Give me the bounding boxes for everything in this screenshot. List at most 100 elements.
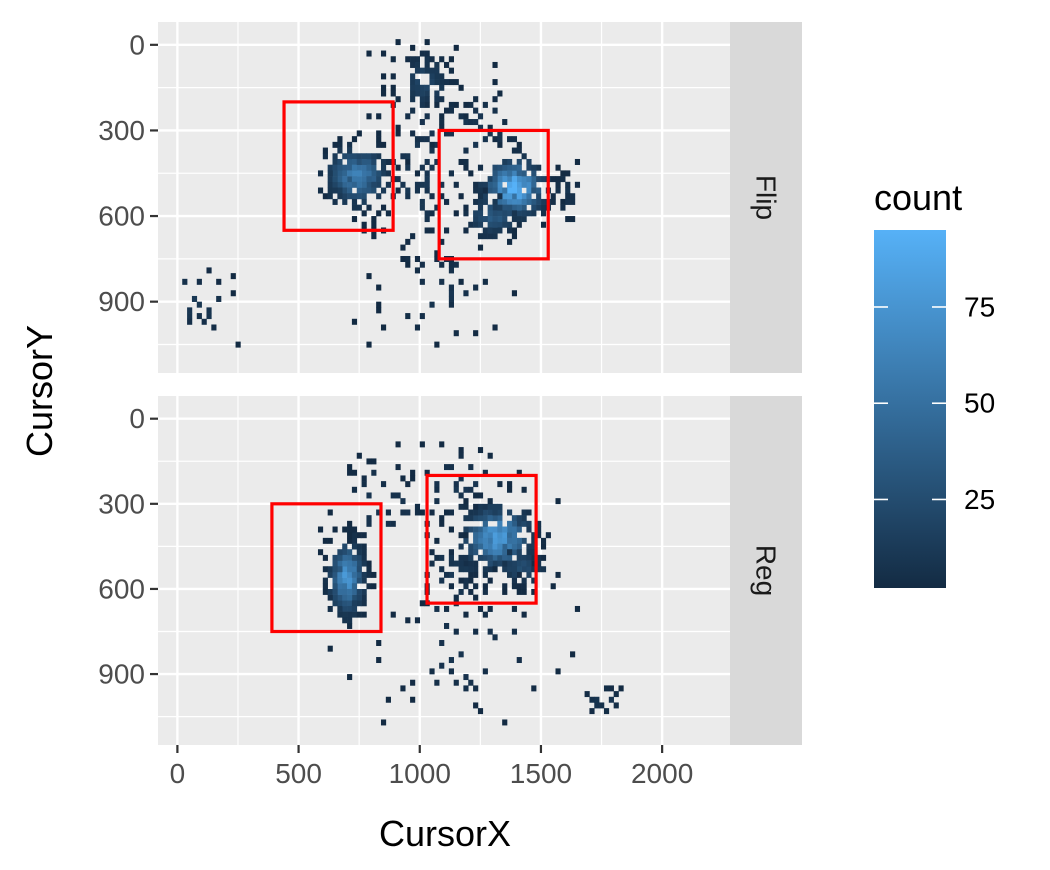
heatmap-cell (448, 290, 454, 297)
heatmap-cell (516, 204, 522, 211)
heatmap-cell (492, 216, 498, 223)
heatmap-cell (492, 233, 498, 240)
heatmap-cell (414, 79, 421, 86)
heatmap-cell (516, 543, 522, 550)
heatmap-cell (337, 170, 343, 177)
heatmap-cell (482, 101, 488, 108)
heatmap-cell (351, 583, 358, 590)
heatmap-cell (434, 61, 440, 68)
heatmap-cell (477, 193, 484, 200)
heatmap-cell (444, 61, 450, 68)
heatmap-cell (555, 164, 561, 171)
heatmap-cell (463, 685, 469, 692)
heatmap-cell (453, 44, 459, 51)
heatmap-cell (521, 611, 527, 618)
heatmap-cell (473, 537, 479, 544)
heatmap-cell (507, 537, 513, 544)
x-axis-title: CursorX (379, 813, 511, 854)
heatmap-cell (351, 571, 358, 578)
heatmap-cell (434, 96, 440, 103)
heatmap-cell (463, 566, 469, 573)
heatmap-cell (390, 492, 396, 499)
heatmap-cell (439, 119, 445, 126)
heatmap-cell (337, 577, 343, 584)
heatmap-cell (497, 136, 503, 143)
heatmap-cell (463, 119, 469, 126)
heatmap-cell (482, 233, 488, 240)
heatmap-cell (400, 244, 406, 251)
heatmap-cell (414, 56, 421, 63)
heatmap-cell (540, 554, 547, 561)
heatmap-cell (351, 176, 358, 183)
heatmap-cell (342, 526, 348, 533)
heatmap-cell (448, 56, 454, 63)
heatmap-cell (516, 147, 522, 154)
heatmap-cell (531, 187, 537, 194)
heatmap-cell (477, 198, 484, 205)
heatmap-cell (356, 594, 362, 601)
heatmap-cell (531, 204, 537, 211)
axes: 0 300 600 900 0 300 600 900 0 500 1000 1500 2000 (98, 29, 693, 789)
heatmap-cell (468, 588, 474, 595)
heatmap-cell (439, 515, 445, 522)
heatmap-cell (497, 537, 503, 544)
heatmap-cell (511, 583, 518, 590)
heatmap-cell (482, 509, 488, 516)
heatmap-cell (516, 141, 522, 148)
heatmap-cell (361, 153, 367, 160)
heatmap-cell (410, 61, 416, 68)
heatmap-cell (453, 679, 459, 686)
heatmap-cell (380, 164, 387, 171)
heatmap-cell (531, 164, 537, 171)
heatmap-cell (540, 543, 547, 550)
heatmap-cell (434, 486, 440, 493)
heatmap-cell (608, 696, 614, 703)
heatmap-cell (468, 170, 474, 177)
heatmap-cell (366, 566, 372, 573)
y-tick-label: 600 (98, 573, 145, 604)
heatmap-cell (337, 176, 343, 183)
heatmap-cell (429, 164, 435, 171)
heatmap-cell (502, 210, 508, 217)
heatmap-cell (487, 130, 493, 137)
heatmap-cell (342, 181, 348, 188)
heatmap-cell (526, 520, 532, 527)
heatmap-cell (521, 216, 527, 223)
heatmap-cell (482, 554, 488, 561)
heatmap-cell (511, 210, 518, 217)
heatmap-cell (424, 158, 430, 165)
heatmap-cell (453, 210, 459, 217)
heatmap-cell (351, 136, 358, 143)
heatmap-cell (502, 560, 508, 567)
heatmap-cell (511, 628, 518, 635)
heatmap-cell (419, 198, 425, 205)
heatmap-cell (526, 526, 532, 533)
heatmap-cell (511, 532, 518, 539)
heatmap-cell (371, 233, 377, 240)
heatmap-cell (371, 571, 377, 578)
heatmap-cell (473, 330, 479, 337)
y-tick-label: 300 (98, 488, 145, 519)
heatmap-cell (482, 278, 488, 285)
heatmap-cell (492, 509, 498, 516)
heatmap-cell (356, 158, 362, 165)
heatmap-cell (463, 583, 469, 590)
heatmap-cell (347, 464, 353, 471)
heatmap-cell (376, 657, 382, 664)
heatmap-cell (342, 588, 348, 595)
heatmap-cell (521, 577, 527, 584)
heatmap-cell (521, 181, 527, 188)
heatmap-cell (434, 554, 440, 561)
heatmap-cell (477, 537, 484, 544)
heatmap-cell (502, 583, 508, 590)
heatmap-cell (347, 193, 353, 200)
heatmap-cell (376, 181, 382, 188)
heatmap-cell (347, 532, 353, 539)
heatmap-cell (511, 543, 518, 550)
heatmap-cell (448, 79, 454, 86)
heatmap-cell (434, 341, 440, 348)
heatmap-cell (482, 515, 488, 522)
heatmap-cell (458, 560, 464, 567)
heatmap-cell (473, 481, 479, 488)
heatmap-cell (536, 198, 542, 205)
